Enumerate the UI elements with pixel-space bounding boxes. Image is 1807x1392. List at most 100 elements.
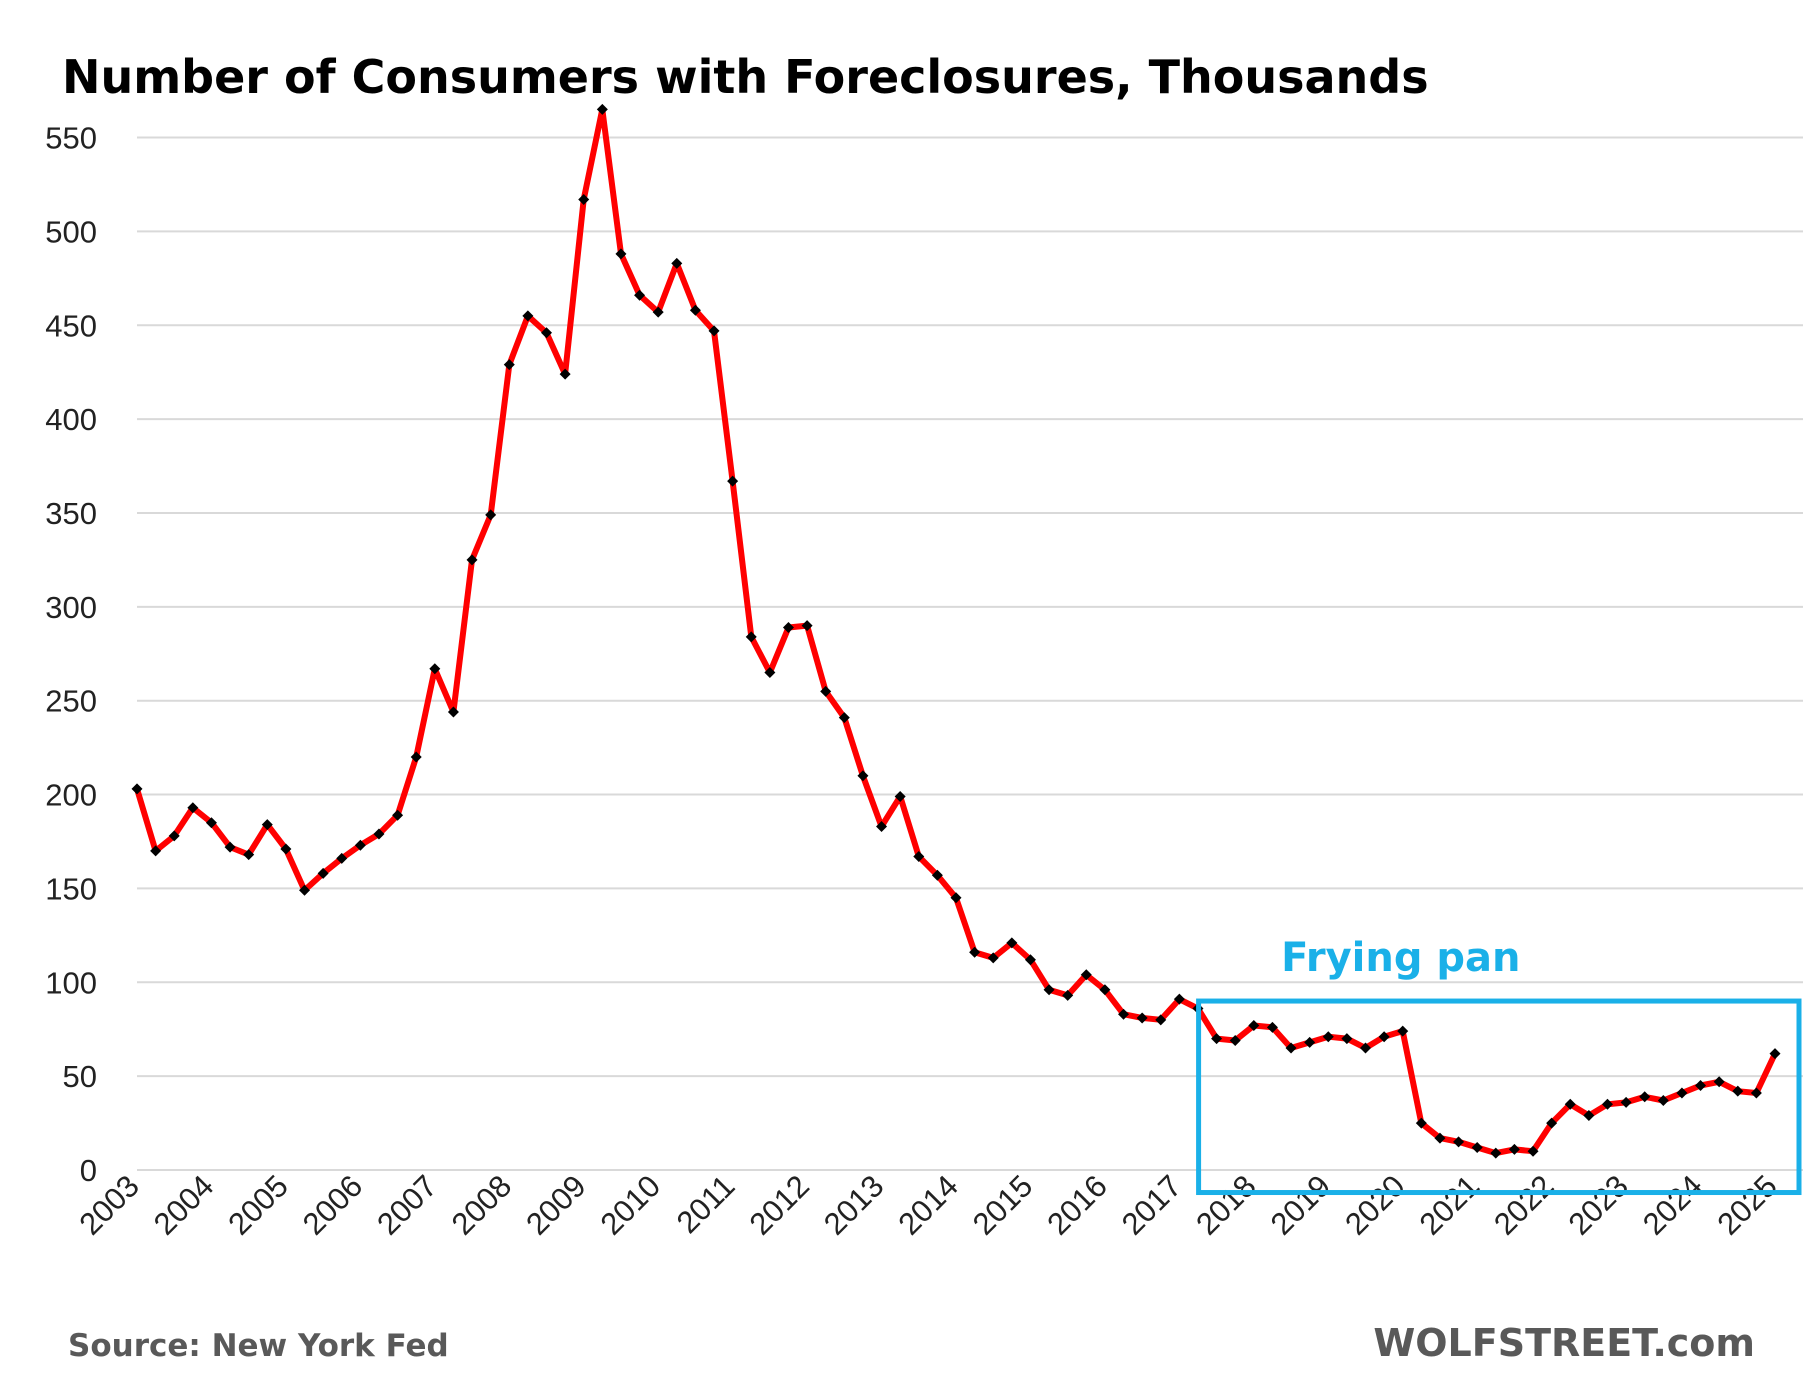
series-line <box>134 106 1778 1157</box>
data-point-2016-Q3 <box>1136 1012 1148 1024</box>
data-point-2006-Q1 <box>354 839 366 851</box>
x-tick-label: 2012 <box>743 1168 817 1242</box>
data-point-2007-Q2 <box>447 706 459 718</box>
data-point-2022-Q4 <box>1601 1098 1613 1110</box>
data-point-2020-Q2 <box>1415 1117 1427 1129</box>
data-point-2025-Q1 <box>1769 1048 1781 1060</box>
data-point-2019-Q1 <box>1322 1031 1334 1043</box>
data-point-2020-Q4 <box>1453 1136 1465 1148</box>
data-point-2012-Q4 <box>857 770 869 782</box>
data-point-2009-Q2 <box>596 103 608 115</box>
data-point-2009-Q3 <box>615 248 627 260</box>
data-point-2022-Q3 <box>1583 1110 1595 1122</box>
data-point-2010-Q4 <box>708 325 720 337</box>
data-point-2016-Q1 <box>1099 984 1111 996</box>
x-tick-label: 2006 <box>296 1168 370 1242</box>
foreclosures-line <box>134 106 1778 1157</box>
data-point-2008-Q4 <box>559 368 571 380</box>
data-point-2019-Q3 <box>1360 1042 1371 1054</box>
x-tick-label: 2023 <box>1562 1168 1636 1242</box>
data-point-2024-Q1 <box>1695 1080 1707 1092</box>
chart-title: Number of Consumers with Foreclosures, T… <box>62 50 1429 104</box>
data-point-2008-Q2 <box>522 310 534 322</box>
data-point-2016-Q2 <box>1118 1008 1130 1020</box>
data-point-2011-Q3 <box>764 667 776 679</box>
x-tick-label: 2025 <box>1710 1168 1784 1242</box>
data-point-2024-Q4 <box>1750 1087 1762 1099</box>
x-tick-label: 2020 <box>1338 1168 1412 1242</box>
x-tick-label: 2021 <box>1413 1168 1487 1242</box>
data-point-2021-Q3 <box>1508 1143 1520 1155</box>
y-tick-label: 250 <box>45 684 97 719</box>
data-point-2023-Q3 <box>1657 1095 1669 1107</box>
data-point-2017-Q4 <box>1229 1034 1241 1046</box>
data-point-2013-Q4 <box>931 869 943 881</box>
data-point-2018-Q1 <box>1248 1019 1260 1031</box>
data-point-2013-Q2 <box>894 790 906 802</box>
data-point-2014-Q3 <box>987 952 999 964</box>
y-tick-label: 500 <box>45 214 97 249</box>
data-point-2018-Q3 <box>1285 1042 1297 1054</box>
data-point-2008-Q1 <box>503 359 515 371</box>
data-point-2005-Q1 <box>280 843 292 855</box>
data-point-2024-Q2 <box>1713 1076 1725 1088</box>
data-point-2016-Q4 <box>1155 1014 1167 1026</box>
x-tick-label: 2013 <box>817 1168 891 1242</box>
data-point-2020-Q3 <box>1434 1132 1446 1144</box>
data-point-2014-Q2 <box>969 946 981 958</box>
data-point-2021-Q1 <box>1471 1141 1483 1153</box>
x-tick-label: 2014 <box>891 1168 965 1242</box>
data-point-2003-Q3 <box>168 830 180 842</box>
x-tick-label: 2008 <box>445 1168 519 1242</box>
brand-watermark: WOLFSTREET.com <box>1373 1321 1755 1365</box>
data-point-2003-Q4 <box>187 802 199 814</box>
data-point-2003-Q1 <box>131 783 143 795</box>
data-point-2004-Q4 <box>261 819 273 831</box>
data-point-2017-Q1 <box>1173 993 1185 1005</box>
data-point-2012-Q3 <box>838 712 850 724</box>
data-point-2014-Q1 <box>950 892 962 904</box>
x-tick-label: 2016 <box>1040 1168 1114 1242</box>
data-point-2023-Q1 <box>1620 1096 1632 1108</box>
data-point-2015-Q2 <box>1043 984 1055 996</box>
data-point-2022-Q2 <box>1564 1098 1576 1110</box>
y-tick-label: 0 <box>80 1153 97 1188</box>
data-point-2006-Q4 <box>410 751 422 763</box>
data-point-2015-Q4 <box>1080 969 1092 981</box>
y-tick-label: 400 <box>45 402 97 437</box>
frying-pan-box <box>1196 998 1802 1196</box>
data-point-2022-Q1 <box>1546 1117 1558 1129</box>
data-point-2015-Q1 <box>1024 954 1036 966</box>
y-axis-ticks: 0 50 100 150 200 250 300 350 400 450 500 550 <box>45 121 97 1188</box>
data-point-2011-Q1 <box>727 475 739 487</box>
data-point-2005-Q3 <box>317 867 329 879</box>
y-tick-label: 200 <box>45 778 97 813</box>
data-point-2013-Q3 <box>913 851 925 863</box>
data-point-2007-Q3 <box>466 554 478 566</box>
data-point-2018-Q2 <box>1266 1021 1278 1033</box>
data-point-2012-Q1 <box>801 620 813 632</box>
y-tick-label: 150 <box>45 871 97 906</box>
data-point-2005-Q2 <box>299 884 311 896</box>
data-point-2005-Q4 <box>336 852 348 864</box>
x-tick-label: 2017 <box>1115 1168 1189 1242</box>
x-tick-label: 2015 <box>966 1168 1040 1242</box>
x-tick-label: 2004 <box>147 1168 221 1242</box>
data-point-2011-Q4 <box>782 621 794 633</box>
x-tick-label: 2011 <box>670 1168 742 1240</box>
grid-lines <box>137 136 1803 1171</box>
data-point-2006-Q3 <box>392 809 404 821</box>
data-point-2014-Q4 <box>1006 937 1018 949</box>
data-point-2023-Q2 <box>1639 1091 1651 1103</box>
data-point-2013-Q1 <box>876 820 888 832</box>
data-point-2010-Q1 <box>652 306 664 318</box>
data-point-2009-Q4 <box>634 289 646 301</box>
data-point-2017-Q3 <box>1211 1033 1223 1045</box>
data-point-2003-Q2 <box>150 845 162 857</box>
data-point-2021-Q4 <box>1527 1145 1539 1157</box>
data-point-2006-Q2 <box>373 828 385 840</box>
data-point-2007-Q4 <box>485 509 497 521</box>
data-point-2004-Q2 <box>224 841 236 853</box>
y-tick-label: 300 <box>45 590 97 625</box>
